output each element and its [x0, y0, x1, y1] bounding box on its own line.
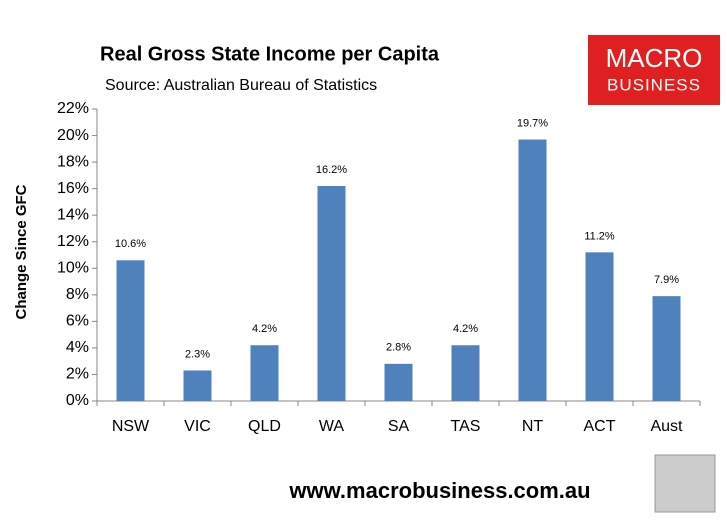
y-tick-label: 0%	[66, 392, 89, 409]
y-tick-label: 14%	[57, 206, 89, 223]
data-label: 19.7%	[517, 117, 548, 129]
x-tick-label: NT	[522, 418, 544, 435]
x-tick-label: NSW	[112, 418, 150, 435]
y-tick-label: 12%	[57, 233, 89, 250]
data-label: 7.9%	[654, 274, 679, 286]
y-tick-label: 8%	[66, 286, 89, 303]
bar	[183, 370, 212, 401]
data-label: 2.3%	[185, 348, 210, 360]
x-tick-label: ACT	[584, 418, 616, 435]
data-label: 11.2%	[584, 230, 615, 242]
bar	[652, 296, 681, 401]
y-tick-label: 16%	[57, 180, 89, 197]
y-axis-label: Change Since GFC	[13, 184, 30, 319]
y-tick-label: 6%	[66, 313, 89, 330]
logo-text: MACRO	[606, 43, 703, 73]
x-tick-label: QLD	[248, 418, 281, 435]
bar	[585, 252, 614, 401]
y-tick-label: 20%	[57, 127, 89, 144]
y-tick-label: 18%	[57, 153, 89, 170]
x-tick-label: TAS	[451, 418, 481, 435]
data-label: 16.2%	[316, 164, 347, 176]
x-tick-label: VIC	[184, 418, 211, 435]
y-tick-label: 2%	[66, 366, 89, 383]
bar	[116, 260, 145, 401]
bar	[451, 345, 480, 401]
data-label: 4.2%	[453, 323, 478, 335]
y-tick-label: 22%	[57, 100, 89, 117]
logo-box	[588, 35, 720, 105]
x-tick-label: SA	[388, 418, 410, 435]
footer-url: www.macrobusiness.com.au	[288, 478, 590, 503]
bar	[384, 363, 413, 401]
chart-subtitle: Source: Australian Bureau of Statistics	[105, 77, 377, 94]
logo-text: BUSINESS	[607, 75, 701, 94]
y-tick-label: 4%	[66, 339, 89, 356]
logo-image	[654, 454, 716, 513]
y-tick-label: 10%	[57, 259, 89, 276]
data-label: 10.6%	[115, 238, 146, 250]
x-tick-label: Aust	[650, 418, 683, 435]
bar	[518, 139, 547, 401]
chart-title: Real Gross State Income per Capita	[100, 43, 440, 65]
bar	[317, 185, 346, 401]
data-label: 4.2%	[252, 323, 277, 335]
x-tick-label: WA	[319, 418, 345, 435]
bar	[250, 345, 279, 401]
data-label: 2.8%	[386, 342, 411, 354]
